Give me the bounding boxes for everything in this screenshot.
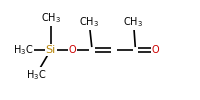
Text: H$_3$C: H$_3$C	[26, 68, 46, 82]
Text: Si: Si	[46, 45, 56, 55]
Text: O: O	[69, 45, 76, 55]
Text: H$_3$C: H$_3$C	[13, 43, 33, 57]
Text: CH$_3$: CH$_3$	[41, 12, 61, 25]
Text: CH$_3$: CH$_3$	[79, 16, 99, 29]
Text: CH$_3$: CH$_3$	[123, 16, 143, 29]
Text: O: O	[151, 45, 159, 55]
